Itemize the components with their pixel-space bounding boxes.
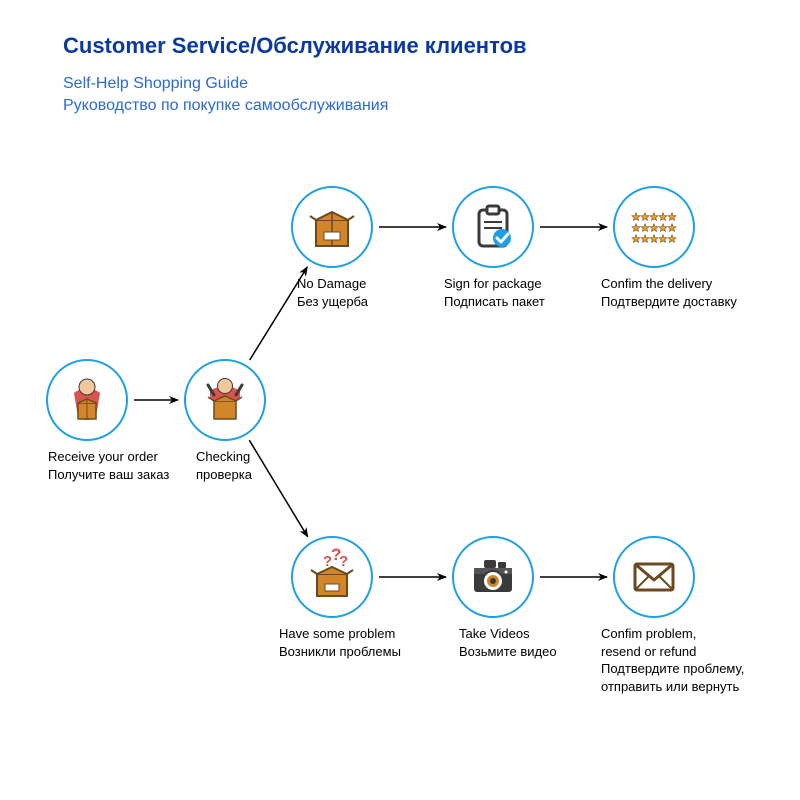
label-sign-package: Sign for package Подписать пакет (444, 275, 545, 310)
node-take-videos (452, 536, 534, 618)
node-checking (184, 359, 266, 441)
label-take-videos: Take Videos Возьмите видео (459, 625, 557, 660)
box-ok-icon (301, 196, 363, 258)
label-receive-order: Receive your order Получите ваш заказ (48, 448, 169, 483)
subtitle-line-2: Руководство по покупке самообслуживания (63, 97, 388, 115)
node-sign-package (452, 186, 534, 268)
label-checking: Checking проверка (196, 448, 252, 483)
svg-text:?: ? (339, 553, 348, 570)
stars-icon (623, 196, 685, 258)
envelope-icon (623, 546, 685, 608)
box-question-icon: ? ? ? (301, 546, 363, 608)
label-have-problem: Have some problem Возникли проблемы (279, 625, 401, 660)
node-receive-order (46, 359, 128, 441)
node-no-damage (291, 186, 373, 268)
label-confirm-delivery: Confim the delivery Подтвердите доставку (601, 275, 737, 310)
person-box-icon (56, 369, 118, 431)
label-no-damage: No Damage Без ущерба (297, 275, 368, 310)
sign-doc-icon (462, 196, 524, 258)
person-open-icon (194, 369, 256, 431)
node-have-problem: ? ? ? (291, 536, 373, 618)
node-confirm-delivery (613, 186, 695, 268)
node-confirm-problem (613, 536, 695, 618)
camera-icon (462, 546, 524, 608)
label-confirm-problem: Confim problem, resend or refund Подтвер… (601, 625, 744, 695)
edge-checking-problem (249, 440, 307, 537)
page-title: Customer Service/Обслуживание клиентов (63, 33, 527, 59)
subtitle-line-1: Self-Help Shopping Guide (63, 75, 248, 93)
